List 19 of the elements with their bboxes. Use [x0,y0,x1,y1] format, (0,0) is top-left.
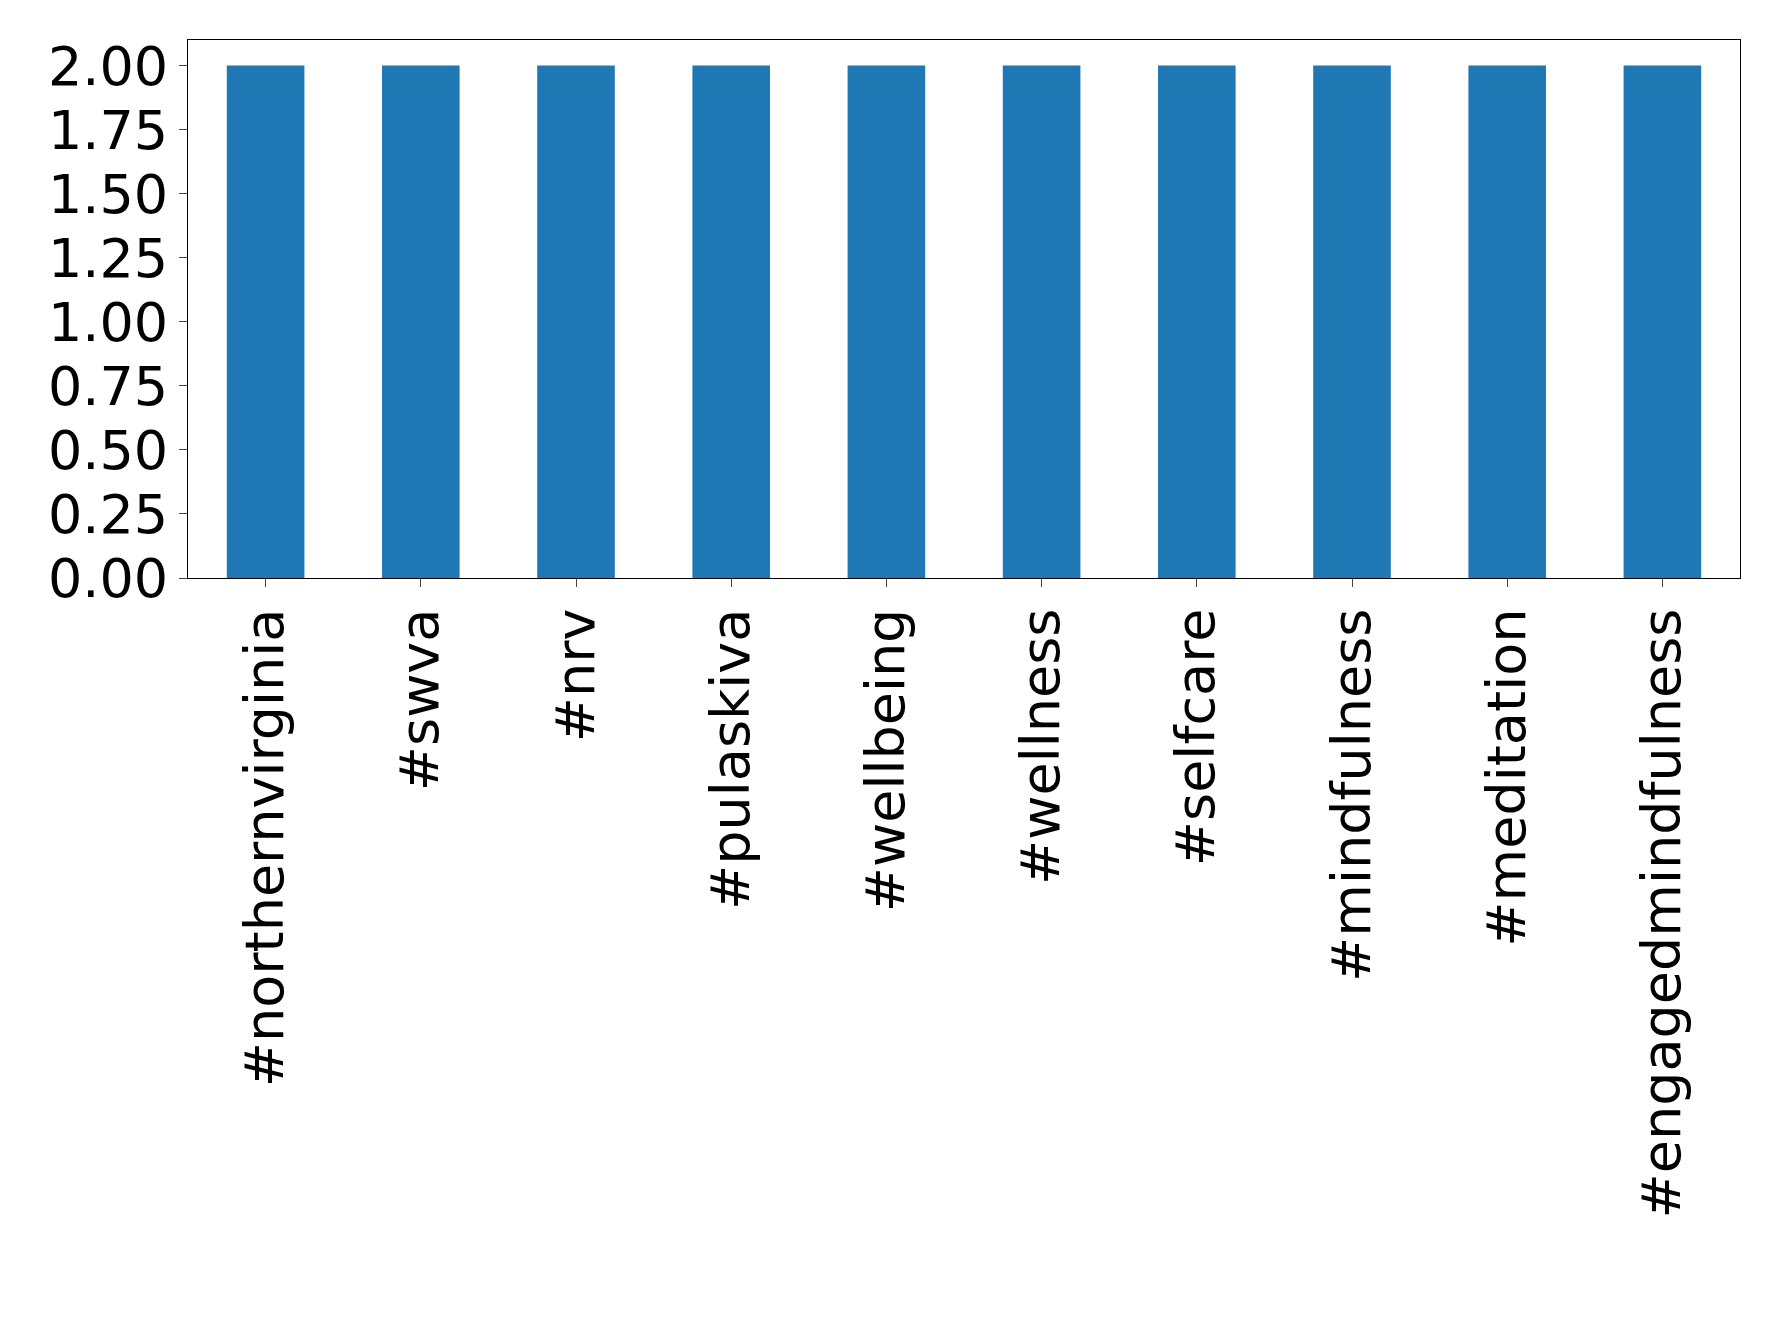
y-tick-label: 1.75 [47,98,169,162]
x-tick-label: #pulaskiva [698,608,762,910]
x-tick-label: #wellness [1009,608,1073,885]
x-tick-label: #mindfulness [1319,608,1383,982]
x-tick-label: #wellbeing [853,608,917,913]
y-tick-label: 1.00 [47,290,169,354]
x-tick-label: #meditation [1474,608,1538,947]
y-tick-label: 0.50 [47,418,169,482]
x-tick-label: #nrv [543,608,607,743]
y-tick-label: 0.75 [47,354,169,418]
y-tick-label: 1.50 [47,162,169,226]
y-tick-label: 0.25 [47,482,169,546]
y-tick-label: 2.00 [47,34,169,98]
x-tick-label: #selfcare [1164,608,1228,867]
x-tick-label: #swva [388,608,452,792]
x-tick-label: #northernvirginia [233,608,297,1088]
y-tick-label: 0.00 [47,546,169,610]
y-tick-label: 1.25 [47,226,169,290]
x-tick-label: #engagedmindfulness [1629,608,1693,1219]
